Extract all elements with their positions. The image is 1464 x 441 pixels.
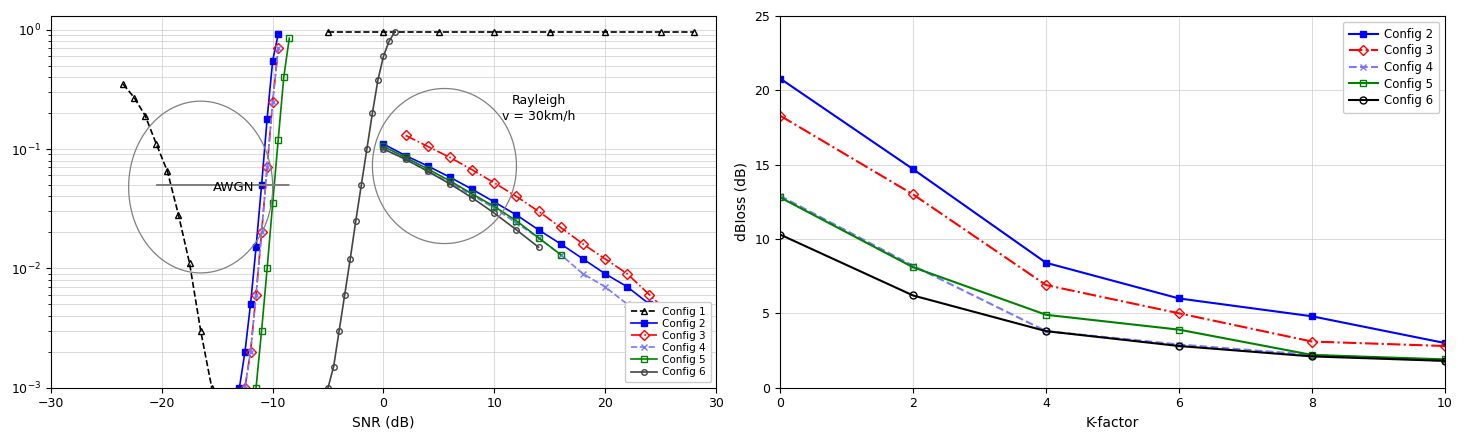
Config 4	[1436, 358, 1454, 363]
Config 6	[772, 232, 789, 237]
Config 5	[905, 265, 922, 270]
Config 3	[1303, 339, 1321, 344]
Config 6	[1170, 344, 1187, 349]
Config 5	[1038, 312, 1056, 318]
Line: Config 5: Config 5	[776, 194, 1448, 363]
Config 6	[905, 293, 922, 298]
Config 6	[1038, 329, 1056, 334]
Config 6	[1303, 354, 1321, 359]
Config 2	[1303, 314, 1321, 319]
Config 3	[905, 192, 922, 197]
Line: Config 2: Config 2	[776, 75, 1448, 347]
Line: Config 6: Config 6	[776, 231, 1448, 364]
Config 2	[905, 167, 922, 172]
Config 4	[772, 193, 789, 198]
Line: Config 3: Config 3	[776, 112, 1448, 349]
Config 3	[1038, 282, 1056, 288]
X-axis label: SNR (dB): SNR (dB)	[353, 416, 414, 430]
Config 3	[772, 113, 789, 118]
Config 3	[1436, 344, 1454, 349]
Config 5	[1303, 352, 1321, 358]
Config 2	[1170, 296, 1187, 301]
Config 5	[772, 195, 789, 200]
Config 2	[1038, 260, 1056, 265]
Config 4	[1038, 329, 1056, 334]
Config 6	[1436, 358, 1454, 363]
Config 4	[1303, 352, 1321, 358]
Text: AWGN: AWGN	[214, 180, 255, 194]
Text: Rayleigh
v = 30km/h: Rayleigh v = 30km/h	[502, 94, 575, 122]
Config 5	[1170, 327, 1187, 333]
Legend: Config 1, Config 2, Config 3, Config 4, Config 5, Config 6: Config 1, Config 2, Config 3, Config 4, …	[625, 302, 710, 382]
Config 5	[1436, 357, 1454, 362]
Line: Config 4: Config 4	[776, 192, 1448, 364]
Y-axis label: dBIoss (dB): dBIoss (dB)	[735, 162, 750, 241]
Config 4	[905, 263, 922, 269]
Config 2	[772, 76, 789, 81]
Config 3	[1170, 310, 1187, 316]
Legend: Config 2, Config 3, Config 4, Config 5, Config 6: Config 2, Config 3, Config 4, Config 5, …	[1342, 22, 1439, 113]
Config 2	[1436, 340, 1454, 346]
Config 4	[1170, 342, 1187, 347]
X-axis label: K-factor: K-factor	[1086, 416, 1139, 430]
